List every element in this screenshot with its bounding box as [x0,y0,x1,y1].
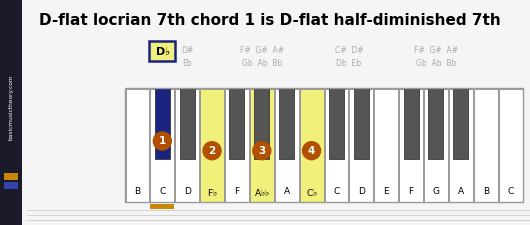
Text: F#  G#  A#: F# G# A# [414,46,458,55]
Bar [151,88,174,202]
Circle shape [203,142,221,160]
Text: basicmusictheory.com: basicmusictheory.com [8,75,13,140]
Bar [151,204,174,209]
Text: 2: 2 [208,146,216,156]
Bar [424,88,448,202]
Text: Eb: Eb [182,59,192,68]
Bar [354,88,369,159]
Text: D: D [358,187,365,196]
Bar [175,88,199,202]
Text: C#  D#: C# D# [334,46,363,55]
Bar [180,88,195,159]
Text: D$\flat$: D$\flat$ [155,45,170,57]
Bar [428,88,444,159]
Text: Db  Eb: Db Eb [337,59,361,68]
Text: 3: 3 [258,146,266,156]
Bar [125,88,523,202]
Text: F: F [409,187,413,196]
Text: D#: D# [181,46,193,55]
Text: D: D [184,187,191,196]
Text: B: B [135,187,140,196]
Bar [299,88,323,202]
Bar [250,88,274,202]
Text: 1: 1 [158,136,166,146]
Text: C: C [333,187,340,196]
Bar [200,88,224,202]
Bar [324,88,348,202]
Text: Gb  Ab  Bb: Gb Ab Bb [242,59,282,68]
Text: Gb  Ab  Bb: Gb Ab Bb [416,59,456,68]
Bar [4,173,18,180]
Text: F#  G#  A#: F# G# A# [240,46,284,55]
Bar [225,88,249,202]
Bar [229,88,244,159]
Bar [474,88,498,202]
FancyBboxPatch shape [149,41,175,61]
Circle shape [153,132,171,150]
Bar [399,88,423,202]
Bar [254,88,269,159]
Bar [349,88,373,202]
Text: G: G [432,187,439,196]
Bar [275,88,298,202]
Text: C: C [159,187,165,196]
Bar [374,88,398,202]
Bar [453,88,469,159]
Text: A$\flat\flat$: A$\flat\flat$ [254,187,270,198]
Text: F: F [234,187,240,196]
Bar [404,88,419,159]
Bar [279,88,294,159]
Text: B: B [483,187,489,196]
Text: A: A [284,187,290,196]
Bar [329,88,344,159]
Text: F$\flat$: F$\flat$ [207,187,217,198]
Text: E: E [383,187,389,196]
Text: A: A [458,187,464,196]
Bar [155,88,170,159]
Text: D-flat locrian 7th chord 1 is D-flat half-diminished 7th: D-flat locrian 7th chord 1 is D-flat hal… [39,13,501,28]
Bar [0,0,22,225]
Circle shape [253,142,271,160]
Bar [126,88,149,202]
Bar [4,182,18,189]
Text: C: C [507,187,514,196]
Text: C$\flat$: C$\flat$ [306,187,317,198]
Bar [449,88,473,202]
Text: 4: 4 [308,146,315,156]
Circle shape [303,142,321,160]
Bar [499,88,523,202]
